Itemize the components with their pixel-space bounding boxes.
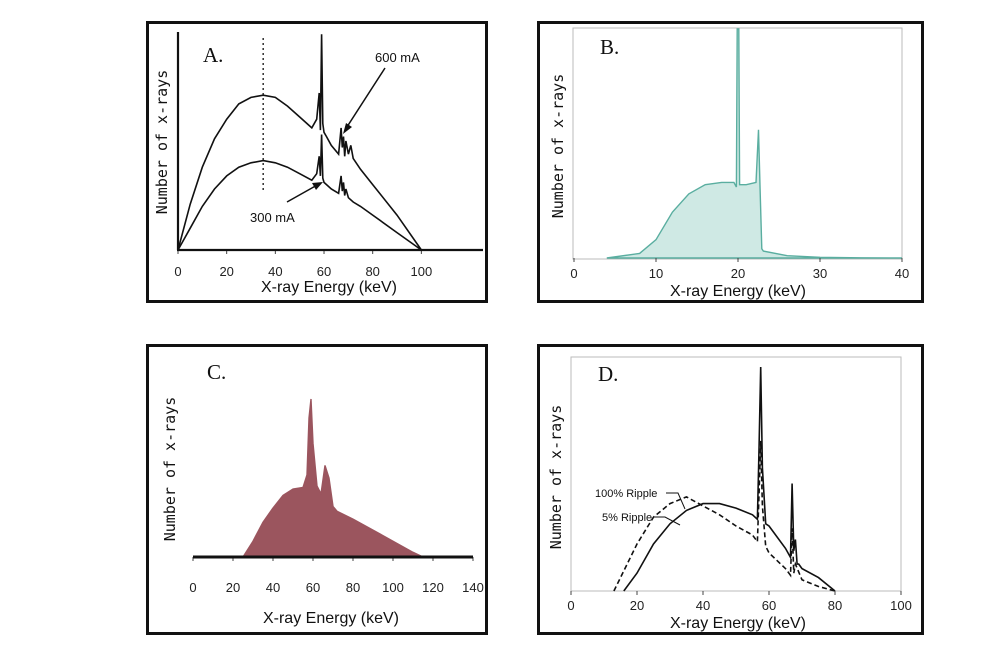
chart-c-x-tick-label: 140: [462, 580, 484, 595]
chart-b-x-tick-label: 40: [895, 266, 909, 281]
panel-c: 0 20 40 60 80 100 120 140 C. X-ray Energy (keV)…: [146, 344, 488, 635]
chart-a-arrow-600ma: [344, 67, 386, 131]
chart-b-x-tick-label: 30: [813, 266, 827, 281]
chart-c-x-tick-label: 40: [266, 580, 280, 595]
chart-a-svg: 0 20 40 60 80 100 A. X-ray Energy (keV) Numbe…: [153, 32, 483, 296]
chart-c-x-tick-label: 80: [346, 580, 360, 595]
panel-d: 0 20 40 60 80 100 D. X-ray Energy (keV) Numbe…: [537, 344, 924, 635]
chart-d-x-tick-label: 100: [890, 598, 912, 613]
chart-d-svg: 0 20 40 60 80 100 D. X-ray Energy (keV) Numbe…: [547, 356, 912, 632]
chart-d-x-tick-label: 0: [567, 598, 574, 613]
chart-b-y-axis-label: Number of x-rays: [549, 74, 567, 219]
chart-c-x-tick-label: 60: [306, 580, 320, 595]
chart-b-x-tick-label: 0: [570, 266, 577, 281]
chart-b-series-spectrum: [606, 28, 903, 259]
chart-d-plot-frame: [570, 356, 902, 592]
chart-a-x-tick-label: 80: [365, 264, 379, 279]
chart-c-x-tick-label: 20: [226, 580, 240, 595]
chart-a-arrowhead-600ma: [343, 123, 352, 134]
chart-a-x-tick-label: 20: [219, 264, 233, 279]
chart-b-x-tick-label: 20: [731, 266, 745, 281]
panel-a: 0 20 40 60 80 100 A. X-ray Energy (keV) Numbe…: [146, 21, 488, 303]
chart-c-x-tick-label: 0: [189, 580, 196, 595]
chart-b-svg: 0 10 20 30 40 B. X-ray Energy (keV) Number o…: [549, 27, 909, 300]
chart-d-panel-label: D.: [598, 362, 618, 386]
chart-d-annotation-5-ripple: 5% Ripple: [602, 512, 652, 524]
chart-c-x-tick-label: 100: [382, 580, 404, 595]
chart-a-x-tick-label: 60: [317, 264, 331, 279]
chart-b-x-axis-label: X-ray Energy (keV): [670, 283, 806, 300]
chart-d-x-tick-label: 40: [696, 598, 710, 613]
panel-b: 0 10 20 30 40 B. X-ray Energy (keV) Number o…: [537, 21, 924, 303]
chart-d-leader-100-ripple: [666, 492, 686, 510]
chart-d-leader-5-ripple: [654, 516, 681, 526]
chart-d-annotation-100-ripple: 100% Ripple: [595, 488, 657, 500]
chart-c-series-spectrum: [241, 398, 424, 558]
chart-d-x-tick-label: 20: [630, 598, 644, 613]
chart-a-series-300-ma: [177, 134, 422, 251]
chart-c-x-axis-label: X-ray Energy (keV): [263, 610, 399, 627]
chart-b-x-tick-label: 10: [649, 266, 663, 281]
chart-c-svg: 0 20 40 60 80 100 120 140 C. X-ray Energy (keV)…: [161, 360, 484, 627]
chart-a-annotation-300ma: 300 mA: [250, 210, 295, 225]
chart-d-series-5-ripple: [623, 366, 836, 592]
chart-a-series-600-ma: [177, 34, 423, 251]
chart-a-x-tick-label: 40: [268, 264, 282, 279]
chart-a-x-tick-label: 100: [411, 264, 433, 279]
chart-d-y-axis-label: Number of x-rays: [547, 405, 565, 550]
chart-d-series-100-ripple: [613, 440, 836, 592]
chart-a-x-axis-label: X-ray Energy (keV): [261, 279, 397, 296]
chart-d-x-tick-label: 60: [762, 598, 776, 613]
chart-a-annotation-600ma: 600 mA: [375, 50, 420, 65]
chart-a-arrowhead-300ma: [312, 182, 323, 190]
chart-a-y-axis-label: Number of x-rays: [153, 70, 171, 215]
chart-a-panel-label: A.: [203, 43, 223, 67]
chart-a-x-tick-label: 0: [174, 264, 181, 279]
chart-b-panel-label: B.: [600, 35, 619, 59]
chart-d-x-axis-label: X-ray Energy (keV): [670, 615, 806, 632]
chart-d-x-tick-label: 80: [828, 598, 842, 613]
chart-c-x-tick-label: 120: [422, 580, 444, 595]
chart-c-panel-label: C.: [207, 360, 226, 384]
chart-c-y-axis-label: Number of x-rays: [161, 397, 179, 542]
chart-a-arrow-300ma: [286, 183, 320, 203]
